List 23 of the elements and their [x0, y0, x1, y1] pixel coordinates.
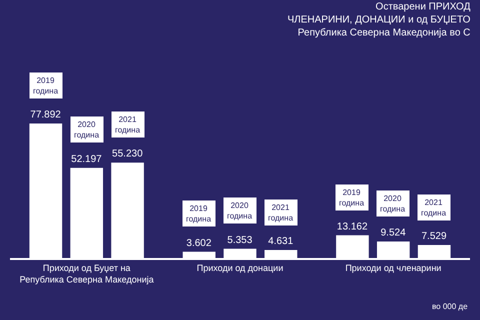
chart-title: Остварени ПРИХОД ЧЛЕНАРИНИ, ДОНАЦИИ и од БУЏЕТО Република Северна Македонија во С	[287, 2, 471, 39]
x-tick-label: Приходи од членарини	[345, 262, 442, 273]
data-label: 4.631	[268, 236, 294, 247]
text: во 000 де	[432, 302, 468, 311]
data-label: 3.602	[186, 238, 212, 249]
text: 2019 година	[339, 188, 365, 208]
text: 2021 година	[268, 203, 294, 222]
data-label: 52.197	[71, 154, 102, 165]
text: 2021 година	[115, 115, 140, 134]
data-label: 7.529	[421, 231, 447, 242]
text: 2020 година	[380, 194, 406, 214]
text: 2019 година	[33, 76, 58, 96]
text: 2020 година	[74, 120, 100, 140]
x-tick-label: Приходи од Буџет на Република Северна Македонија	[20, 262, 154, 284]
data-label: 9.524	[380, 228, 406, 239]
x-tick-label: Приходи од донации	[196, 262, 284, 273]
data-label: 77.892	[30, 110, 62, 120]
text: 2020 година	[227, 201, 252, 220]
text: 2019 година	[186, 204, 212, 224]
data-label: 5.353	[227, 234, 253, 246]
text: 2021 година	[421, 198, 446, 218]
data-label: 13.162	[336, 221, 368, 232]
data-label: 55.230	[112, 148, 144, 160]
